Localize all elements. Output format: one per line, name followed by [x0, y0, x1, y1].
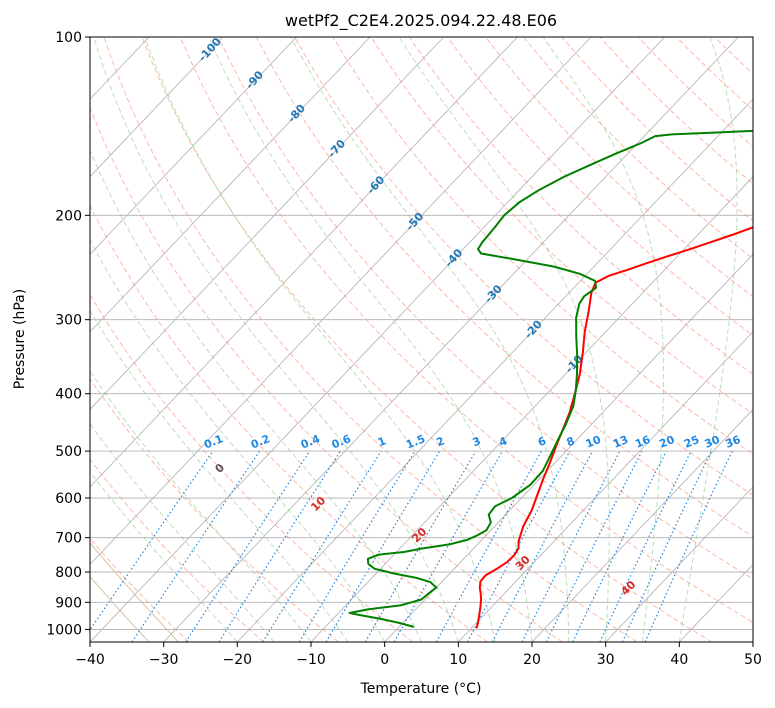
mixing-ratio-label: 25 [682, 433, 701, 451]
mixing-ratio-line [572, 450, 667, 642]
mixing-ratio-label: 13 [611, 433, 630, 451]
isotherm-line [458, 331, 753, 642]
mixing-ratio-line [90, 450, 214, 631]
dry-adiabat-line [179, 37, 753, 623]
moist-adiabat-line [90, 149, 422, 642]
dry-adiabat-line [408, 37, 753, 375]
moist-adiabat-line [93, 37, 459, 642]
moist-adiabat-line [290, 37, 570, 642]
mixing-ratio-label: 30 [703, 433, 722, 451]
mixing-ratio-label: 16 [633, 433, 652, 451]
dry-adiabat-line [141, 37, 712, 642]
mixing-ratio-line [131, 450, 261, 642]
plot-background [90, 37, 753, 642]
moist-adiabat-line [90, 370, 312, 642]
isotherm-line [163, 37, 739, 642]
isotherm-line [752, 641, 753, 642]
dewpoint-profile [348, 129, 753, 628]
moist-adiabat-line [90, 471, 238, 642]
isotherm-line [605, 486, 753, 642]
isotherm-line [531, 408, 753, 642]
moist-adiabat-line [90, 238, 386, 642]
moist-adiabat-line [90, 309, 349, 642]
dry-adiabat-line [90, 204, 488, 642]
moist-adiabat-line [678, 37, 738, 642]
x-tick-label: 50 [744, 652, 762, 668]
profile-series [348, 129, 753, 629]
x-tick-label: 20 [523, 652, 541, 668]
dry-adiabat-line [485, 37, 753, 298]
isotherm-line [90, 37, 592, 566]
isotherm-line [90, 37, 445, 410]
y-tick-label: 900 [55, 595, 82, 611]
y-tick-label: 400 [55, 387, 82, 403]
dry-adiabat-line [294, 37, 753, 496]
isotherm-line [384, 253, 753, 642]
moist-adiabat-line [398, 37, 610, 642]
y-axis-ticks: 100 200 300 400 500 600 700 800 900 1000 [46, 30, 90, 638]
y-axis-label: Pressure (hPa) [12, 289, 28, 389]
isotherm-line [90, 37, 666, 642]
mixing-ratio-label: 20 [657, 433, 676, 451]
theta-e-line [90, 542, 179, 642]
mixing-ratio-label: 8 [565, 434, 577, 449]
y-tick-label: 600 [55, 491, 82, 507]
dry-adiabat-line [90, 106, 563, 642]
x-tick-label: −10 [296, 652, 326, 668]
mixing-ratio-line [185, 450, 311, 642]
isotherm-line [237, 98, 753, 642]
plot-frame [89, 36, 754, 643]
temperature-profile [475, 226, 753, 629]
isotherm-line [90, 37, 371, 333]
y-tick-label: 700 [55, 531, 82, 547]
y-tick-label: 100 [55, 30, 82, 46]
dry-adiabat-line [752, 37, 753, 39]
isotherm-line [310, 176, 753, 642]
dry-adiabat-line [90, 293, 414, 642]
y-tick-label: 200 [55, 208, 82, 224]
mixing-ratio-label: 1 [376, 434, 388, 449]
moist-adiabat-line [208, 37, 533, 642]
x-tick-label: −20 [223, 652, 253, 668]
mixing-ratio-line [262, 450, 382, 642]
x-tick-label: 10 [449, 652, 467, 668]
mixing-ratio-line [218, 450, 342, 642]
isotherm-line [90, 37, 297, 255]
isotherm-line [0, 37, 2, 642]
y-tick-label: 1000 [46, 622, 82, 638]
mixing-ratio-line [393, 450, 504, 642]
y-tick-label: 800 [55, 565, 82, 581]
theta-e-line [90, 575, 150, 642]
mixing-ratio-label: 36 [723, 433, 742, 451]
mixing-ratio-line [298, 450, 416, 642]
x-tick-label: −30 [149, 652, 179, 668]
isotherm-line [90, 37, 224, 178]
mixing-ratio-label: 2 [434, 434, 446, 449]
dry-adiabat-line [90, 458, 264, 642]
mixing-ratio-label: 10 [584, 433, 603, 451]
chart-title: wetPf2_C2E4.2025.094.22.48.E06 [285, 11, 557, 31]
dry-adiabat-line [103, 37, 638, 642]
mixing-ratio-line [466, 450, 571, 642]
dry-adiabat-line [370, 37, 753, 415]
x-tick-label: 0 [380, 652, 389, 668]
isotherm-line [90, 37, 518, 488]
mixing-ratio-label: 3 [471, 434, 483, 449]
mixing-ratio-line [545, 450, 643, 642]
x-tick-label: 40 [670, 652, 688, 668]
x-tick-label: −40 [75, 652, 105, 668]
x-axis-ticks: −40 −30 −20 −10 0 10 20 30 40 50 [75, 642, 762, 668]
y-tick-label: 300 [55, 313, 82, 329]
mixing-ratio-line [644, 450, 733, 642]
pressure-gridlines [90, 37, 753, 630]
y-tick-label: 500 [55, 444, 82, 460]
x-axis-label: Temperature (°C) [360, 681, 482, 697]
background-lines [0, 37, 753, 642]
moist-adiabat-line [144, 37, 496, 642]
dry-adiabat-line [90, 537, 190, 642]
moist-adiabat-line [542, 37, 665, 642]
x-tick-label: 30 [597, 652, 615, 668]
dry-adiabat-line [217, 37, 753, 580]
